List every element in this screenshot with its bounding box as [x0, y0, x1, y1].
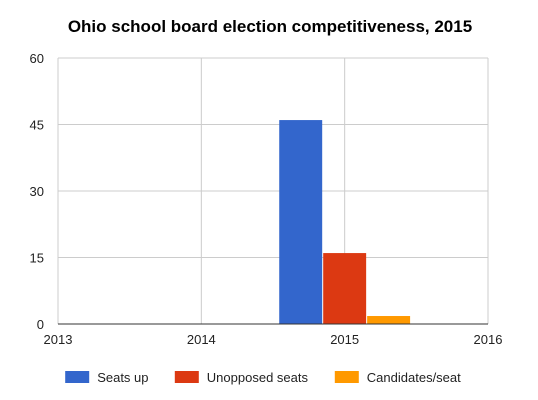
bars	[279, 120, 411, 324]
y-tick-label: 30	[30, 184, 44, 199]
legend-label: Seats up	[97, 370, 148, 385]
y-tick-label: 60	[30, 51, 44, 66]
x-tick-label: 2016	[474, 332, 503, 347]
grid	[57, 57, 489, 324]
legend[interactable]: Seats up Unopposed seats Candidates/seat	[65, 370, 461, 385]
legend-label: Unopposed seats	[207, 370, 309, 385]
legend-item-candidates-seat[interactable]: Candidates/seat	[334, 370, 461, 385]
chart-title: Ohio school board election competitivene…	[68, 17, 472, 36]
y-tick-label: 15	[30, 251, 44, 266]
legend-swatch	[334, 371, 359, 383]
bar-unopposed-seats	[323, 253, 367, 324]
x-tick-label: 2014	[187, 332, 216, 347]
legend-label: Candidates/seat	[367, 370, 461, 385]
y-tick-label: 45	[30, 118, 44, 133]
legend-item-seats-up[interactable]: Seats up	[65, 370, 149, 385]
x-tick-label: 2013	[44, 332, 73, 347]
bar-candidates-seat	[367, 316, 411, 324]
y-tick-label: 0	[37, 317, 44, 332]
legend-swatch	[65, 371, 90, 383]
legend-item-unopposed-seats[interactable]: Unopposed seats	[174, 370, 309, 385]
axes: 0 15 30 45 60 2013 2014 2015 2016	[30, 51, 503, 347]
x-tick-label: 2015	[330, 332, 359, 347]
bar-seats-up	[279, 120, 323, 324]
legend-swatch	[174, 371, 199, 383]
